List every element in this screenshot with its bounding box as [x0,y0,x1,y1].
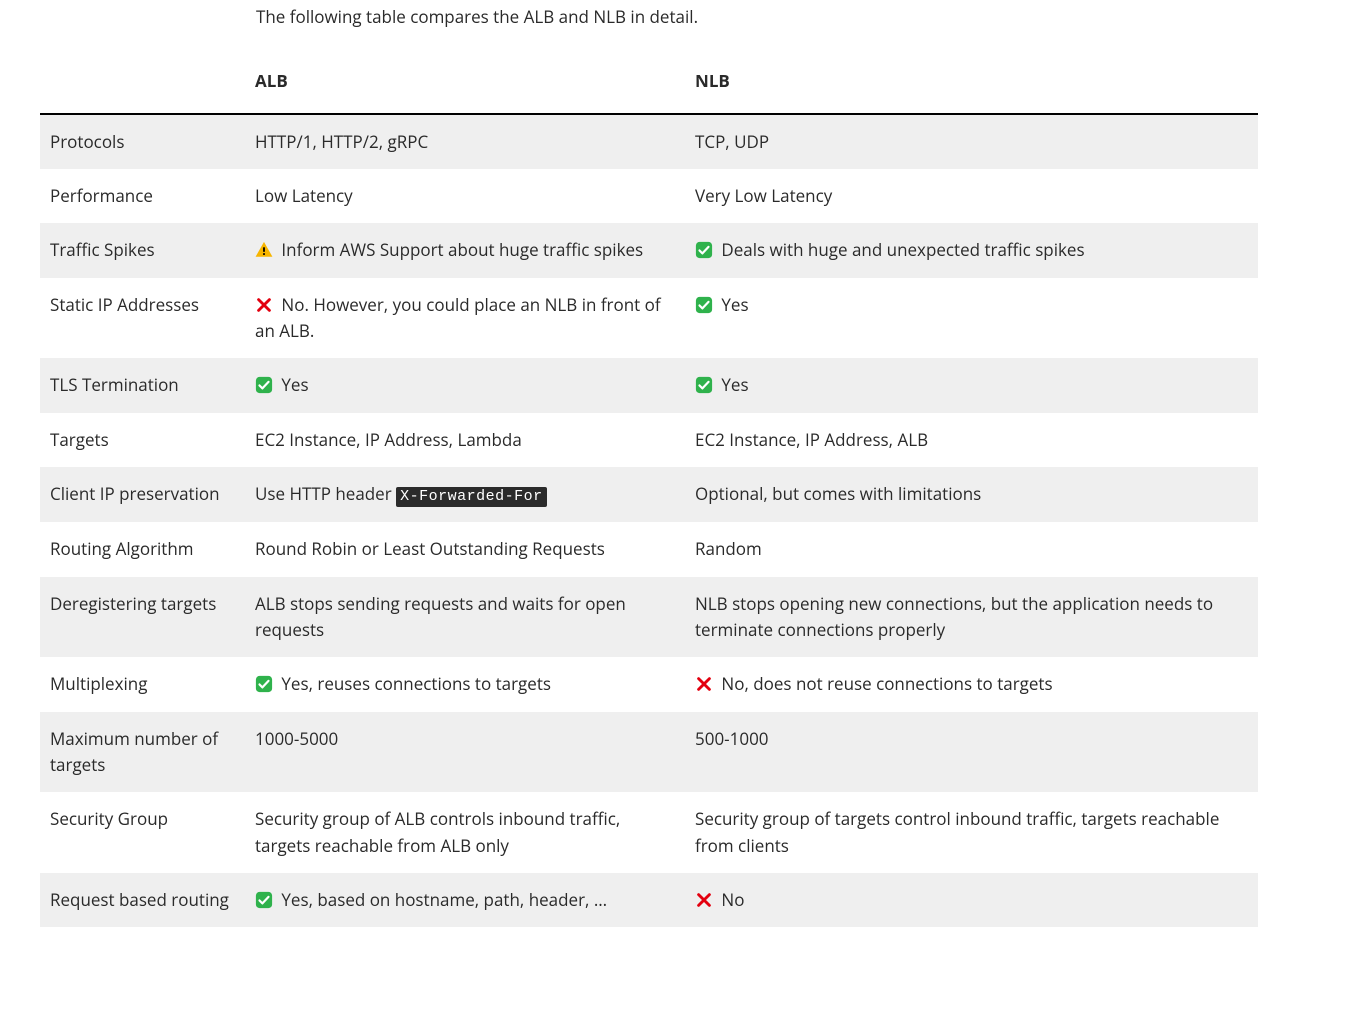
row-label: Request based routing [40,873,245,927]
cell-text: 500-1000 [695,727,769,750]
warning-icon [255,240,273,258]
cell-alb: Yes [245,358,685,412]
cell-alb: Inform AWS Support about huge traffic sp… [245,223,685,277]
table-row: Deregistering targetsALB stops sending r… [40,577,1258,658]
cell-text: No. However, you could place an NLB in f… [255,293,661,342]
intro-text: The following table compares the ALB and… [256,4,1358,30]
cell-text: Use HTTP header [255,482,396,505]
cell-nlb: TCP, UDP [685,114,1258,169]
cell-nlb: No, does not reuse connections to target… [685,657,1258,711]
row-label: Performance [40,169,245,223]
cell-nlb: Deals with huge and unexpected traffic s… [685,223,1258,277]
cell-text: Inform AWS Support about huge traffic sp… [281,238,643,261]
comparison-table: ALB NLB Protocols HTTP/1, HTTP/2, gRPC TCP… [40,50,1258,927]
cell-alb: Use HTTP header X-Forwarded-For [245,467,685,522]
cell-nlb: Yes [685,278,1258,359]
cell-text: No [721,888,744,911]
cell-alb: Yes, based on hostname, path, header, … [245,873,685,927]
row-label: Multiplexing [40,657,245,711]
cell-text: ALB stops sending requests and waits for… [255,592,626,641]
cell-text: EC2 Instance, IP Address, Lambda [255,428,522,451]
cell-text: 1000-5000 [255,727,338,750]
cell-text: HTTP/1, HTTP/2, gRPC [255,130,428,153]
cell-text: No, does not reuse connections to target… [721,672,1052,695]
check-icon [695,375,713,393]
cell-nlb: Very Low Latency [685,169,1258,223]
cell-text: Deals with huge and unexpected traffic s… [721,238,1084,261]
cross-icon [255,295,273,313]
cell-nlb: NLB stops opening new connections, but t… [685,577,1258,658]
cell-text: Random [695,537,762,560]
cell-text: Yes [721,293,748,316]
cell-nlb: No [685,873,1258,927]
cell-nlb: Yes [685,358,1258,412]
cell-text: Yes, based on hostname, path, header, … [281,888,607,911]
cell-text: NLB stops opening new connections, but t… [695,592,1213,641]
cell-text: Yes [721,373,748,396]
table-header-label [40,50,245,113]
row-label: Routing Algorithm [40,522,245,576]
table-row: Routing Algorithm Round Robin or Least Ou… [40,522,1258,576]
table-row: Static IP Addresses No. However, you cou… [40,278,1258,359]
table-row: Performance Low Latency Very Low Latency [40,169,1258,223]
cell-alb: Security group of ALB controls inbound t… [245,792,685,873]
cell-alb: Yes, reuses connections to targets [245,657,685,711]
code-literal: X-Forwarded-For [396,487,547,507]
row-label: Client IP preservation [40,467,245,522]
cell-text: TCP, UDP [695,130,769,153]
row-label: Protocols [40,114,245,169]
cross-icon [695,890,713,908]
row-label: Targets [40,413,245,467]
table-row: Maximum number of targets 1000-5000 500-10… [40,712,1258,793]
cell-alb: Round Robin or Least Outstanding Request… [245,522,685,576]
cell-nlb: EC2 Instance, IP Address, ALB [685,413,1258,467]
table-row: Targets EC2 Instance, IP Address, Lambda E… [40,413,1258,467]
page: The following table compares the ALB and… [0,4,1358,967]
row-label: Traffic Spikes [40,223,245,277]
cell-nlb: Optional, but comes with limitations [685,467,1258,522]
table-header-nlb: NLB [685,50,1258,113]
cell-text: Yes, reuses connections to targets [281,672,551,695]
cell-alb: HTTP/1, HTTP/2, gRPC [245,114,685,169]
cell-alb: No. However, you could place an NLB in f… [245,278,685,359]
table-row: Request based routing Yes, based on host… [40,873,1258,927]
check-icon [255,674,273,692]
cell-nlb: Random [685,522,1258,576]
check-icon [255,375,273,393]
check-icon [255,890,273,908]
cell-alb: 1000-5000 [245,712,685,793]
row-label: Static IP Addresses [40,278,245,359]
table-row: Security GroupSecurity group of ALB cont… [40,792,1258,873]
table-row: Traffic Spikes Inform AWS Support about … [40,223,1258,277]
check-icon [695,240,713,258]
table-row: TLS Termination Yes Yes [40,358,1258,412]
cell-alb: Low Latency [245,169,685,223]
cell-text: EC2 Instance, IP Address, ALB [695,428,928,451]
cell-text: Very Low Latency [695,184,832,207]
cross-icon [695,674,713,692]
cell-nlb: Security group of targets control inboun… [685,792,1258,873]
table-header-row: ALB NLB [40,50,1258,113]
table-row: Client IP preservationUse HTTP header X-… [40,467,1258,522]
cell-nlb: 500-1000 [685,712,1258,793]
cell-alb: ALB stops sending requests and waits for… [245,577,685,658]
row-label: Maximum number of targets [40,712,245,793]
cell-text: Security group of targets control inboun… [695,807,1219,856]
cell-text: Round Robin or Least Outstanding Request… [255,537,605,560]
row-label: TLS Termination [40,358,245,412]
cell-text: Yes [281,373,308,396]
cell-alb: EC2 Instance, IP Address, Lambda [245,413,685,467]
table-row: Protocols HTTP/1, HTTP/2, gRPC TCP, UDP [40,114,1258,169]
row-label: Deregistering targets [40,577,245,658]
check-icon [695,295,713,313]
table-row: Multiplexing Yes, reuses connections to … [40,657,1258,711]
table-header-alb: ALB [245,50,685,113]
cell-text: Security group of ALB controls inbound t… [255,807,620,856]
cell-text: Optional, but comes with limitations [695,482,981,505]
row-label: Security Group [40,792,245,873]
cell-text: Low Latency [255,184,353,207]
